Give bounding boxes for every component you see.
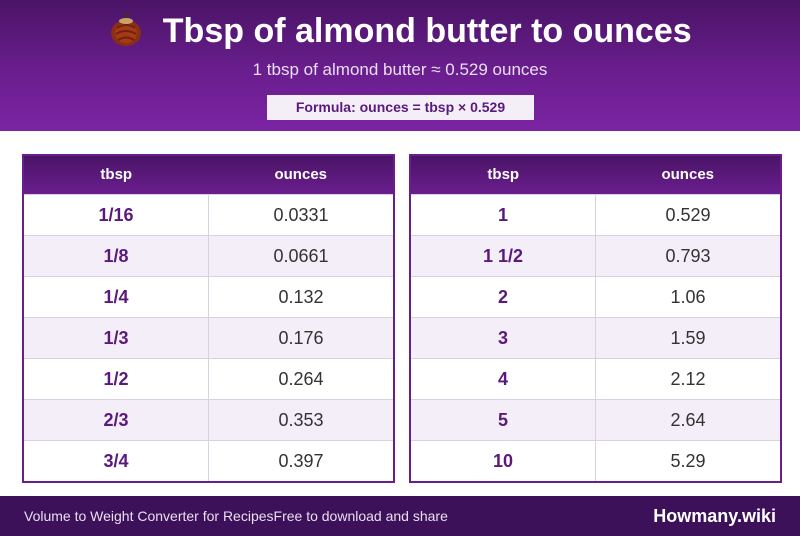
- ounces-cell: 1.06: [670, 287, 706, 307]
- column-header-ounces: ounces: [661, 166, 714, 183]
- table-body: 1/16 0.0331 1/8 0.0661 1/4 0.132 1/3 0.176 1…: [24, 194, 393, 481]
- tbsp-cell: 1/4: [24, 277, 209, 317]
- table-row: 3/4 0.397: [24, 440, 393, 481]
- ounces-cell: 0.0331: [273, 205, 329, 225]
- nut-icon: [108, 12, 144, 48]
- ounces-cell: 0.529: [665, 205, 711, 225]
- ounces-cell: 2.64: [670, 410, 706, 430]
- tbsp-cell: 1/2: [24, 359, 209, 399]
- column-header-tbsp: tbsp: [487, 166, 520, 183]
- tbsp-cell: 4: [411, 359, 596, 399]
- ounces-cell: 0.0661: [273, 246, 329, 266]
- conversion-table-left: tbsp ounces 1/16 0.0331 1/8 0.0661 1/4 0.13…: [22, 154, 395, 483]
- tbsp-cell: 1: [411, 195, 596, 235]
- formula-badge: Formula: ounces = tbsp × 0.529: [267, 95, 534, 120]
- ounces-cell: 0.264: [278, 369, 324, 389]
- tbsp-cell: 2/3: [24, 400, 209, 440]
- ounces-cell: 0.353: [278, 410, 324, 430]
- ounces-cell: 0.132: [278, 287, 324, 307]
- table-row: 2 1.06: [411, 276, 780, 317]
- table-row: 10 5.29: [411, 440, 780, 481]
- tbsp-cell: 3/4: [24, 441, 209, 481]
- tbsp-cell: 1/16: [24, 195, 209, 235]
- table-row: 1 1/2 0.793: [411, 235, 780, 276]
- table-row: 2/3 0.353: [24, 399, 393, 440]
- table-header: tbsp ounces: [411, 156, 780, 194]
- table-row: 1/3 0.176: [24, 317, 393, 358]
- ounces-cell: 2.12: [670, 369, 706, 389]
- ounces-cell: 0.397: [278, 451, 324, 471]
- tbsp-cell: 1/8: [24, 236, 209, 276]
- tbsp-cell: 10: [411, 441, 596, 481]
- footer-bar: Volume to Weight Converter for RecipesFr…: [0, 496, 800, 536]
- ounces-cell: 5.29: [670, 451, 706, 471]
- tbsp-cell: 1 1/2: [411, 236, 596, 276]
- ounces-cell: 0.793: [665, 246, 711, 266]
- table-row: 1/2 0.264: [24, 358, 393, 399]
- conversion-summary: 1 tbsp of almond butter ≈ 0.529 ounces: [252, 60, 548, 79]
- conversion-table-right: tbsp ounces 1 0.529 1 1/2 0.793 2 1.06 3 1.5…: [409, 154, 782, 483]
- table-header: tbsp ounces: [24, 156, 393, 194]
- tbsp-cell: 1/3: [24, 318, 209, 358]
- table-row: 3 1.59: [411, 317, 780, 358]
- footer-description: Volume to Weight Converter for RecipesFr…: [24, 508, 448, 524]
- tbsp-cell: 2: [411, 277, 596, 317]
- page-title: Tbsp of almond butter to ounces: [162, 12, 692, 50]
- title-row: Tbsp of almond butter to ounces: [0, 12, 800, 56]
- table-row: 1/8 0.0661: [24, 235, 393, 276]
- brand-logo[interactable]: Howmany.wiki: [653, 506, 776, 526]
- ounces-cell: 1.59: [670, 328, 706, 348]
- column-header-ounces: ounces: [274, 166, 327, 183]
- header-banner: Tbsp of almond butter to ounces 1 tbsp o…: [0, 0, 800, 131]
- table-row: 5 2.64: [411, 399, 780, 440]
- table-row: 1/16 0.0331: [24, 194, 393, 235]
- ounces-cell: 0.176: [278, 328, 324, 348]
- table-row: 4 2.12: [411, 358, 780, 399]
- table-row: 1/4 0.132: [24, 276, 393, 317]
- column-header-tbsp: tbsp: [100, 166, 133, 183]
- tbsp-cell: 5: [411, 400, 596, 440]
- table-body: 1 0.529 1 1/2 0.793 2 1.06 3 1.59 4 2.12 5 2.6…: [411, 194, 780, 481]
- tbsp-cell: 3: [411, 318, 596, 358]
- table-row: 1 0.529: [411, 194, 780, 235]
